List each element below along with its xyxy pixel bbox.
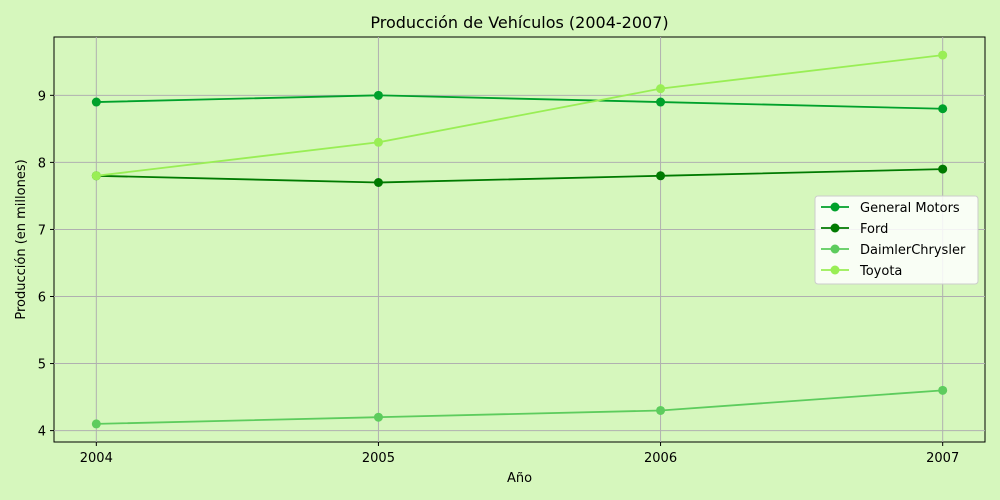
x-tick-label: 2004: [80, 451, 113, 466]
data-point: [656, 171, 666, 181]
legend-box: [814, 195, 979, 285]
data-point: [656, 84, 666, 94]
legend-item: Ford: [821, 222, 888, 237]
legend-swatch-marker: [830, 223, 840, 233]
chart-title: Producción de Vehículos (2004-2007): [370, 13, 668, 32]
data-point: [938, 104, 948, 114]
data-point: [656, 405, 666, 415]
data-point: [373, 412, 383, 422]
data-point: [373, 90, 383, 100]
legend-label: Toyota: [859, 264, 902, 279]
series-general-motors: [91, 90, 948, 114]
series-daimlerchrysler: [91, 385, 948, 429]
y-tick-label: 8: [38, 156, 46, 171]
y-axis-ticks: 4 5 6 7 8 9: [38, 89, 54, 440]
data-point: [373, 137, 383, 147]
x-tick-label: 2006: [644, 451, 677, 466]
legend: General Motors Ford DaimlerChrysler Toyota: [814, 195, 979, 285]
data-point: [91, 97, 101, 107]
y-tick-label: 5: [38, 358, 46, 373]
legend-swatch-marker: [830, 265, 840, 275]
series-layer: [91, 50, 948, 429]
x-tick-label: 2005: [362, 451, 395, 466]
data-point: [656, 97, 666, 107]
data-point: [91, 419, 101, 429]
legend-swatch-marker: [830, 202, 840, 212]
y-tick-label: 7: [38, 223, 46, 238]
x-axis-ticks: 2004 2005 2006 2007: [80, 442, 959, 466]
x-tick-label: 2007: [926, 451, 959, 466]
series-line: [96, 54, 943, 177]
data-point: [938, 164, 948, 174]
series-line: [96, 168, 943, 184]
legend-label: General Motors: [860, 201, 960, 216]
legend-item: Toyota: [821, 264, 902, 279]
series-toyota: [91, 50, 948, 181]
y-axis-label: Producción (en millones): [14, 159, 29, 319]
data-point: [91, 171, 101, 181]
series-line: [96, 94, 943, 110]
x-axis-label: Año: [507, 471, 532, 486]
legend-swatch-marker: [830, 244, 840, 254]
series-line: [96, 389, 943, 425]
y-tick-label: 4: [38, 425, 46, 440]
y-tick-label: 9: [38, 89, 46, 104]
y-tick-label: 6: [38, 290, 46, 305]
legend-item: General Motors: [821, 201, 960, 216]
data-point: [373, 178, 383, 188]
legend-item: DaimlerChrysler: [821, 243, 966, 258]
data-point: [938, 50, 948, 60]
data-point: [938, 385, 948, 395]
legend-label: DaimlerChrysler: [860, 243, 966, 258]
legend-label: Ford: [860, 222, 888, 237]
